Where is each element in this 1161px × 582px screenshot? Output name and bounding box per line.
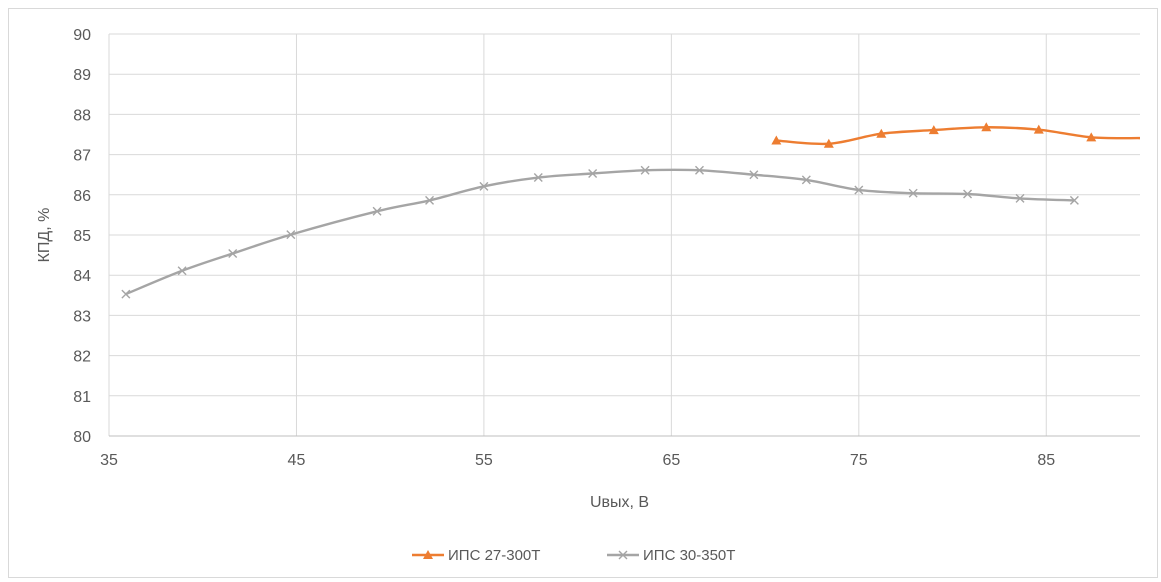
data-point [177, 266, 187, 276]
data-point [1069, 195, 1079, 205]
data-point [854, 185, 864, 195]
data-point [876, 128, 887, 138]
y-tick-label: 90 [73, 27, 91, 44]
data-point [1033, 124, 1044, 134]
y-tick-label: 88 [73, 107, 91, 124]
data-point [588, 168, 598, 178]
data-point [963, 189, 973, 199]
y-tick-label: 86 [73, 188, 91, 205]
data-point [928, 125, 939, 135]
x-tick-label: 55 [475, 452, 493, 469]
legend-label: ИПС 27-300Т [448, 547, 540, 564]
data-point [533, 173, 543, 183]
x-tick-label: 35 [100, 452, 118, 469]
data-point [425, 195, 435, 205]
legend-marker [618, 550, 628, 560]
data-point [286, 230, 296, 240]
y-tick-label: 84 [73, 268, 91, 285]
x-tick-label: 65 [662, 452, 680, 469]
series-line [776, 126, 1141, 146]
series-2 [121, 165, 1079, 299]
grid [108, 33, 1140, 436]
x-tick-label: 85 [1037, 452, 1055, 469]
data-point [694, 165, 704, 175]
data-point [749, 170, 759, 180]
data-point [372, 206, 382, 216]
y-tick-label: 87 [73, 148, 91, 165]
data-point [640, 165, 650, 175]
data-point [228, 248, 238, 258]
y-tick-label: 83 [73, 308, 91, 325]
y-tick-label: 89 [73, 67, 91, 84]
data-point [1086, 132, 1097, 142]
series-line [125, 168, 1075, 296]
legend-item-1: ИПС 27-300Т [412, 547, 540, 564]
data-point [1015, 193, 1025, 203]
data-point [908, 188, 918, 198]
data-point [823, 138, 834, 148]
data-point [771, 135, 782, 145]
legend: ИПС 27-300Т ИПС 30-350Т [412, 547, 735, 564]
legend-marker [423, 550, 433, 559]
tick-labels: 80 81 82 83 84 85 86 87 88 89 90 35 45 55 65 75 85 [73, 27, 1055, 469]
legend-item-2: ИПС 30-350Т [607, 547, 735, 564]
y-tick-label: 82 [73, 349, 91, 366]
y-axis-title: КПД, % [36, 208, 53, 263]
data-point [801, 175, 811, 185]
y-tick-label: 80 [73, 429, 91, 446]
series-1 [771, 122, 1141, 148]
x-tick-label: 75 [850, 452, 868, 469]
data-point [479, 181, 489, 191]
x-tick-label: 45 [288, 452, 306, 469]
chart-frame [8, 8, 1158, 578]
data-point [121, 289, 131, 299]
y-tick-label: 85 [73, 228, 91, 245]
series-layer [121, 122, 1141, 299]
legend-label: ИПС 30-350Т [643, 547, 735, 564]
x-axis-title: Uвых, В [590, 494, 649, 511]
data-point [981, 122, 992, 132]
y-tick-label: 81 [73, 389, 91, 406]
